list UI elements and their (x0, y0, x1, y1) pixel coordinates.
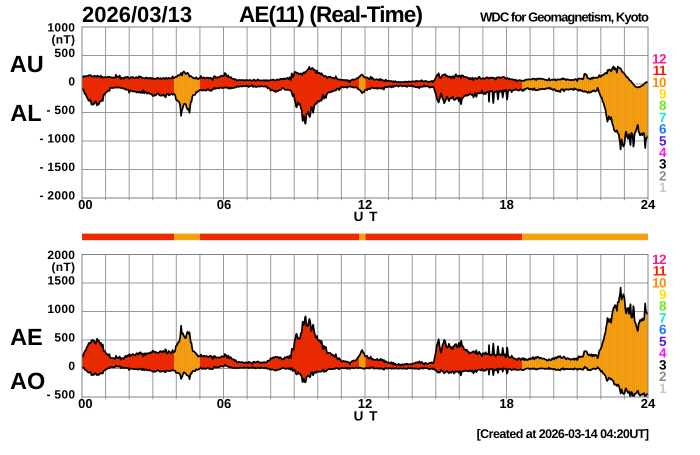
svg-text:- 1000: - 1000 (39, 132, 75, 146)
svg-text:500: 500 (54, 46, 75, 60)
svg-text:9: 9 (659, 287, 666, 302)
svg-text:2000: 2000 (47, 248, 75, 262)
svg-text:5: 5 (659, 334, 667, 349)
svg-text:8: 8 (659, 98, 667, 113)
svg-text:2: 2 (659, 369, 666, 384)
svg-text:- 500: - 500 (46, 103, 75, 117)
svg-text:06: 06 (217, 396, 231, 411)
svg-text:- 1500: - 1500 (39, 160, 75, 174)
svg-text:WDC for Geomagnetism, Kyoto: WDC for Geomagnetism, Kyoto (480, 9, 649, 24)
svg-text:AE(11) (Real-Time): AE(11) (Real-Time) (239, 2, 422, 27)
svg-text:11: 11 (653, 264, 667, 279)
svg-text:12: 12 (358, 197, 372, 212)
svg-text:00: 00 (78, 197, 92, 212)
svg-text:AE: AE (10, 324, 43, 350)
svg-text:1: 1 (659, 180, 667, 195)
svg-text:AL: AL (10, 100, 41, 126)
svg-text:12: 12 (652, 51, 666, 66)
svg-text:18: 18 (499, 396, 513, 411)
svg-text:U T: U T (354, 209, 379, 224)
svg-text:24: 24 (641, 197, 656, 212)
svg-text:- 500: - 500 (46, 388, 75, 402)
svg-text:9: 9 (659, 87, 666, 102)
svg-text:1000: 1000 (47, 302, 75, 316)
svg-text:3: 3 (659, 357, 667, 372)
svg-text:0: 0 (68, 75, 75, 89)
svg-text:1000: 1000 (47, 20, 75, 34)
svg-text:[Created at 2026-03-14 04:20UT: [Created at 2026-03-14 04:20UT] (477, 427, 649, 441)
svg-text:0: 0 (68, 359, 75, 373)
svg-text:18: 18 (499, 197, 513, 212)
svg-text:- 2000: - 2000 (39, 189, 75, 203)
svg-text:7: 7 (659, 110, 666, 125)
svg-text:(nT): (nT) (51, 32, 75, 46)
svg-text:00: 00 (78, 396, 92, 411)
svg-text:AU: AU (10, 51, 44, 77)
svg-text:2026/03/13: 2026/03/13 (82, 2, 192, 27)
svg-text:4: 4 (659, 346, 667, 361)
svg-text:2: 2 (659, 168, 666, 183)
svg-text:7: 7 (659, 310, 666, 325)
svg-text:AO: AO (10, 368, 45, 394)
svg-text:4: 4 (659, 145, 667, 160)
svg-text:5: 5 (659, 133, 667, 148)
svg-text:10: 10 (652, 275, 666, 290)
svg-text:U T: U T (354, 408, 379, 423)
svg-text:1500: 1500 (47, 274, 75, 288)
svg-text:11: 11 (653, 63, 667, 78)
svg-text:6: 6 (659, 322, 667, 337)
svg-text:12: 12 (358, 396, 372, 411)
svg-text:(nT): (nT) (51, 260, 75, 274)
svg-text:1: 1 (659, 381, 667, 396)
svg-text:12: 12 (652, 252, 666, 267)
svg-text:24: 24 (641, 396, 656, 411)
svg-text:500: 500 (54, 331, 75, 345)
svg-text:3: 3 (659, 157, 667, 172)
svg-text:06: 06 (217, 197, 231, 212)
svg-text:10: 10 (652, 75, 666, 90)
svg-text:6: 6 (659, 122, 667, 137)
svg-text:8: 8 (659, 299, 667, 314)
